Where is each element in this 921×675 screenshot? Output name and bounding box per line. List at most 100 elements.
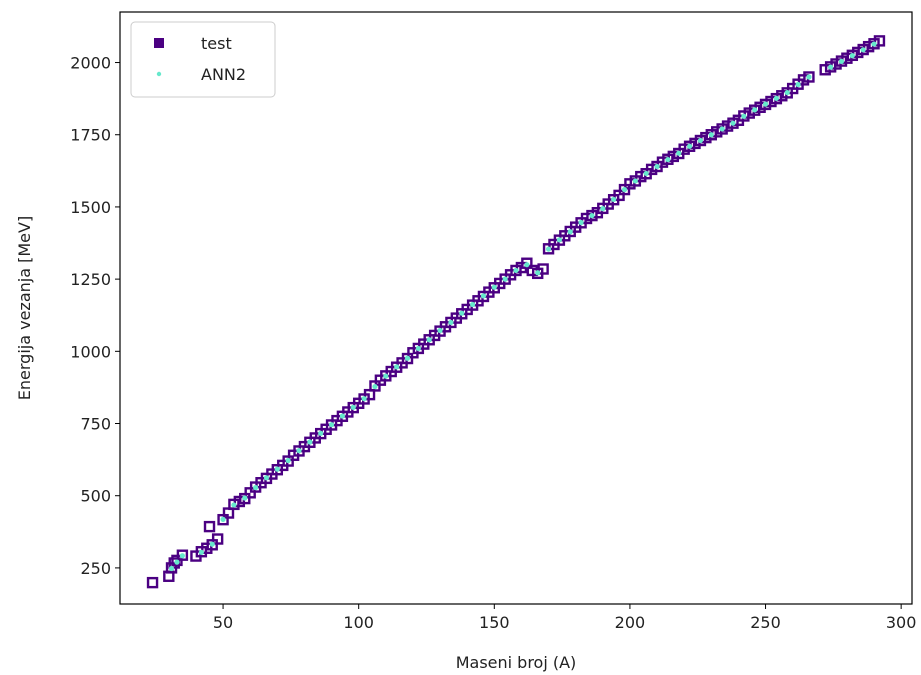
y-tick-label: 500 [80, 487, 111, 506]
ann2-point [697, 137, 704, 144]
ann2-point [708, 132, 714, 138]
ann2-point [665, 156, 671, 163]
ann2-point [741, 113, 747, 119]
plot-frame [119, 11, 913, 605]
ann2-point [773, 95, 779, 101]
x-tick-label: 150 [479, 613, 510, 632]
ann2-point [545, 246, 552, 252]
ann2-point [437, 327, 443, 334]
y-tick-label: 1250 [70, 270, 111, 289]
ann2-point [556, 237, 562, 243]
ann2-point [621, 187, 628, 193]
ann2-point [174, 559, 180, 565]
ann2-point [611, 196, 617, 203]
ann2-point [578, 219, 584, 226]
ann2-point [394, 364, 400, 370]
ann2-point [600, 206, 606, 212]
ann2-point [849, 53, 855, 59]
ann2-point [686, 143, 693, 149]
ann2-point [795, 81, 801, 88]
y-tick-label: 1750 [70, 126, 111, 145]
ann2-point [589, 212, 595, 219]
ann2-point [524, 262, 530, 268]
ann2-point [339, 413, 346, 419]
legend: test ANN2 [130, 21, 276, 98]
test-point [176, 549, 189, 561]
test-point [873, 35, 886, 47]
legend-ann2-label: ANN2 [201, 65, 246, 84]
ann2-point [263, 475, 270, 481]
ann2-point [762, 101, 769, 107]
legend-box [130, 21, 276, 98]
ann2-point [567, 229, 573, 235]
x-tick-label: 50 [213, 613, 233, 632]
ann2-point [404, 355, 411, 361]
ann2-point [253, 485, 259, 491]
ann2-point [361, 396, 367, 402]
ann2-point [415, 345, 421, 352]
y-tick-label: 250 [80, 559, 111, 578]
ann2-point [426, 337, 432, 343]
x-tick-label: 300 [886, 613, 917, 632]
series-test-markers [146, 35, 886, 589]
y-tick-label: 750 [80, 415, 111, 434]
plot-area [120, 12, 912, 604]
x-tick-label: 250 [750, 613, 781, 632]
y-axis-label: Energija vezanja [MeV] [15, 216, 34, 400]
ann2-point [513, 267, 519, 274]
ann2-point [220, 516, 226, 522]
test-point [203, 520, 216, 533]
ann2-point [470, 301, 476, 308]
ann2-point [459, 310, 465, 316]
ann2-point [752, 107, 758, 113]
ann2-point [828, 64, 834, 70]
ann2-point [806, 74, 812, 80]
ann2-point [285, 457, 291, 464]
ann2-point [296, 448, 302, 454]
ann2-point [719, 126, 725, 132]
ann2-point [448, 319, 454, 326]
ann2-point [502, 276, 508, 282]
ann2-point [198, 549, 204, 555]
ann2-point [168, 565, 175, 572]
test-point [146, 576, 159, 589]
ann2-point [632, 178, 638, 184]
legend-test-label: test [201, 34, 232, 53]
ann2-point [730, 120, 736, 126]
test-point [211, 533, 224, 545]
ann2-point [209, 541, 215, 547]
x-axis: 50 100 150 200 250 300 [213, 604, 917, 632]
ann2-point [860, 47, 866, 53]
x-axis-label: Maseni broj (A) [456, 653, 577, 672]
ann2-point [784, 89, 790, 96]
x-tick-label: 100 [343, 613, 374, 632]
ann2-point [328, 422, 335, 428]
ann2-point [318, 430, 324, 436]
y-tick-label: 1000 [70, 342, 111, 361]
x-tick-label: 200 [615, 613, 646, 632]
test-point [537, 263, 549, 275]
ann2-point [654, 163, 660, 170]
ann2-point [535, 270, 541, 276]
ann2-point [274, 466, 280, 472]
ann2-point [871, 41, 877, 47]
test-point [803, 71, 815, 83]
y-tick-label: 2000 [70, 54, 111, 73]
y-tick-label: 1500 [70, 198, 111, 217]
ann2-point [480, 293, 487, 299]
legend-test-marker [154, 38, 164, 48]
ann2-point [372, 383, 378, 390]
ann2-point [491, 284, 497, 290]
ann2-point [231, 502, 237, 508]
y-axis: 250 500 750 1000 1250 1500 1750 2000 [70, 54, 120, 578]
ann2-point [383, 373, 389, 379]
ann2-point [242, 495, 248, 501]
series-ann2-markers [168, 41, 877, 572]
legend-ann2-marker [156, 71, 162, 77]
ann2-point [838, 58, 845, 64]
ann2-point [179, 553, 185, 559]
ann2-point [350, 404, 356, 410]
ann2-point [676, 150, 682, 156]
ann2-point [307, 439, 313, 445]
